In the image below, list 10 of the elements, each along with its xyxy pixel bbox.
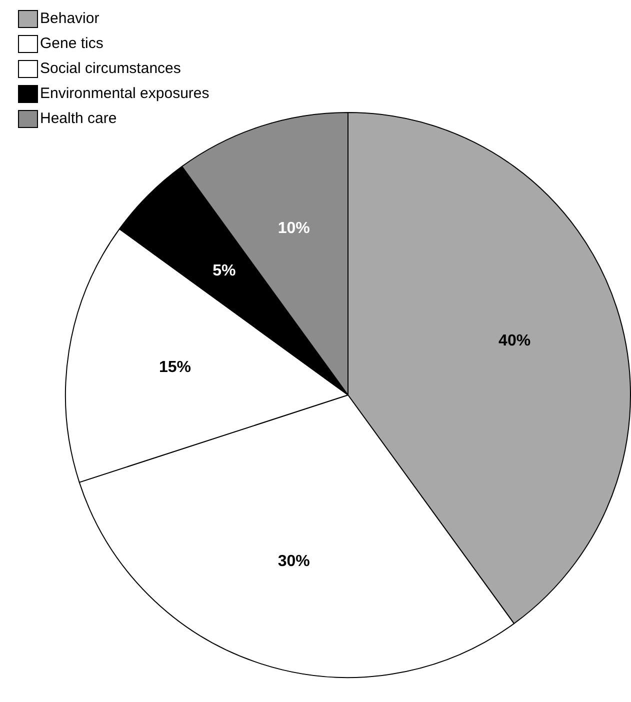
legend-label: Behavior xyxy=(40,10,100,27)
data-label: 5% xyxy=(212,262,236,280)
legend-label: Gene tics xyxy=(40,35,104,52)
data-label: 10% xyxy=(278,220,310,237)
data-label: 40% xyxy=(498,332,531,350)
data-label: 15% xyxy=(158,359,192,376)
legend-label: Environmental exposures xyxy=(40,85,210,102)
legend-label: Social circumstances xyxy=(40,60,181,77)
legend-label: Health care xyxy=(40,110,117,127)
data-label: 30% xyxy=(278,552,310,570)
